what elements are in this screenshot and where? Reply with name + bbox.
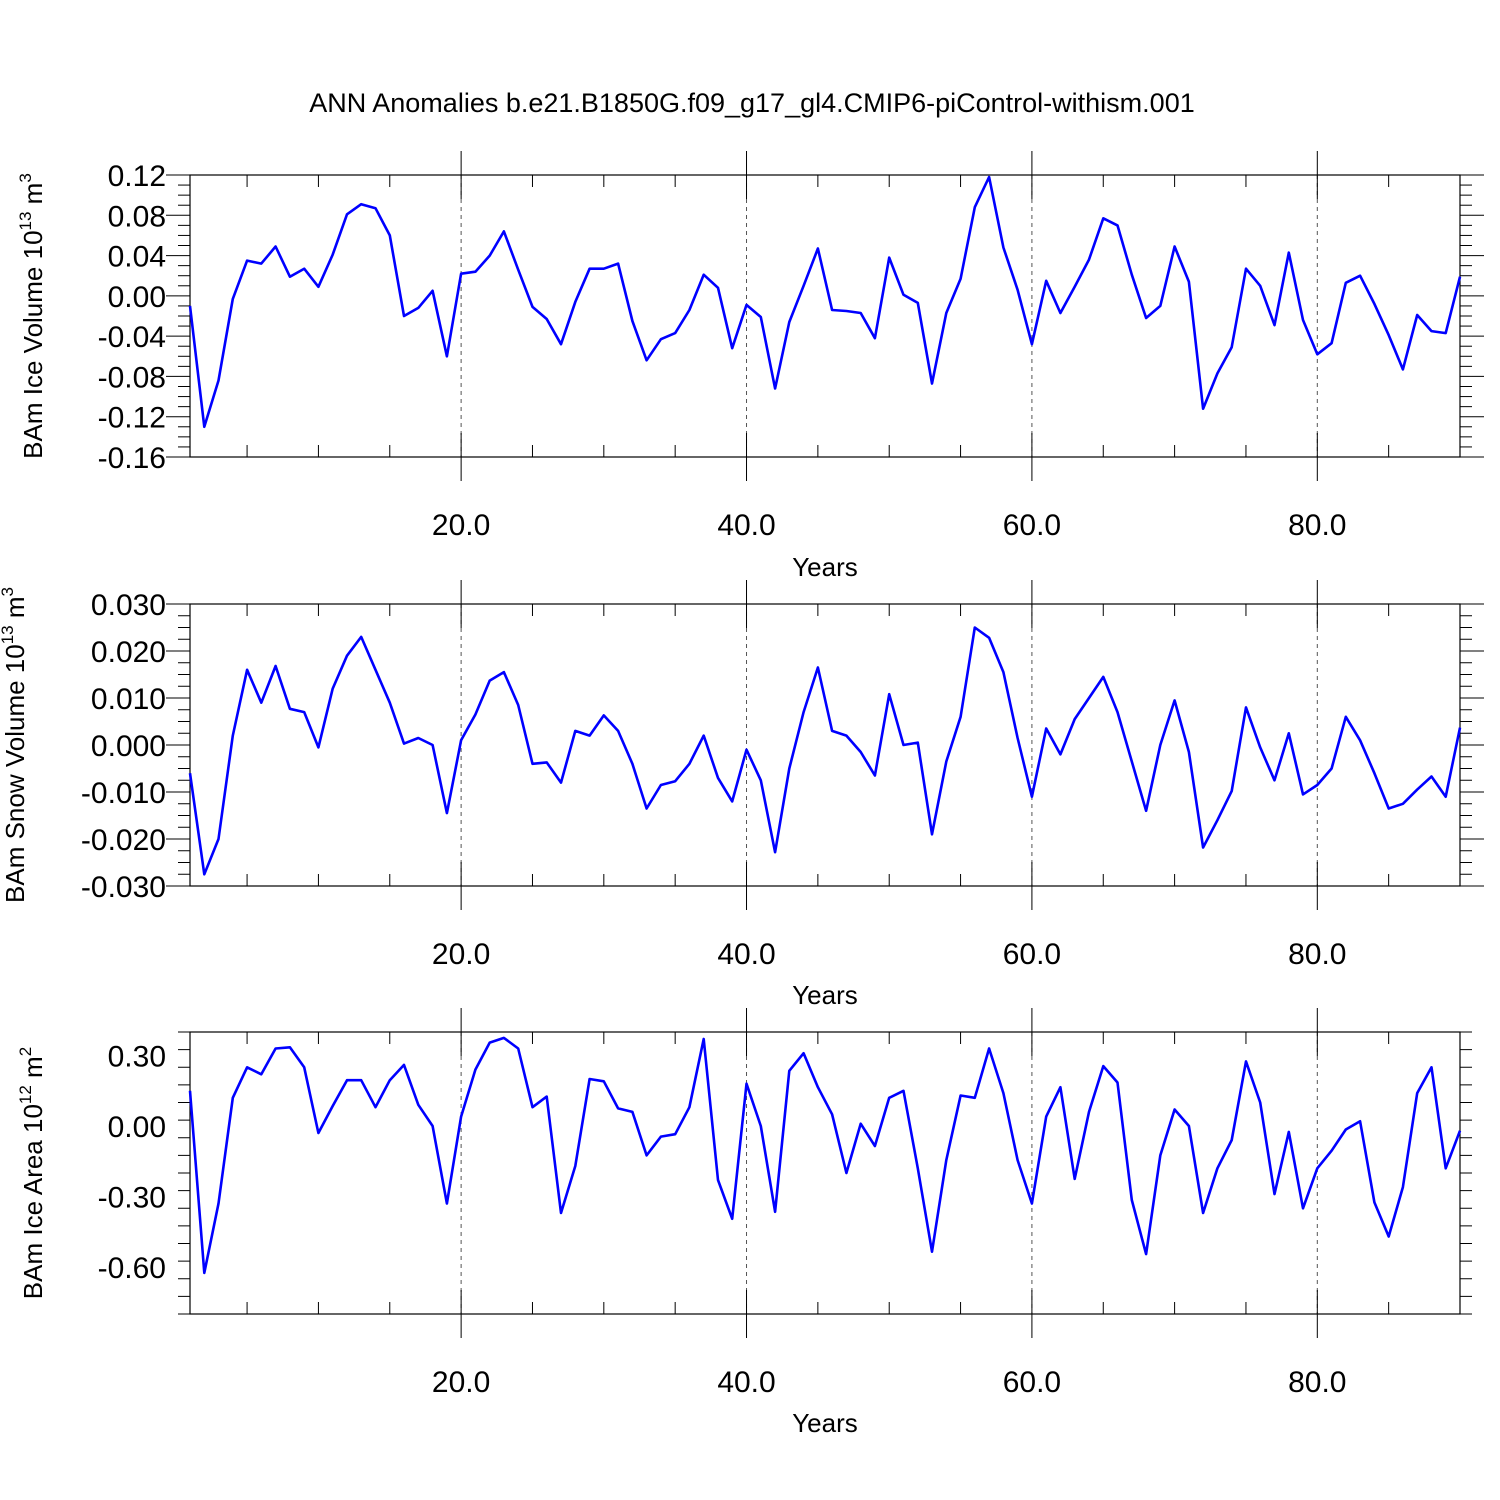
y-tick-label: 0.000 [91,730,166,763]
y-tick-label: -0.08 [98,361,166,394]
ylabel-exp: 13 [0,625,17,644]
plot-frame [189,1031,1461,1315]
y-tick-label: -0.60 [98,1252,166,1285]
x-tick-label: 60.0 [1003,938,1061,971]
y-tick-label: 0.030 [91,589,166,622]
series-line [188,175,1462,429]
y-tick-label: -0.12 [98,402,166,435]
y-tick-label: 0.04 [108,241,166,274]
xlabel-snow-volume: Years [792,980,858,1010]
x-tick-label: 40.0 [717,1366,775,1399]
panel-snow-volume: BAm Snow Volume 1013 m3 Years 20.0 40.0 60… [0,580,1484,1010]
series-line [188,626,1462,876]
figure-title: ANN Anomalies b.e21.B1850G.f09_g17_gl4.C… [309,88,1194,118]
y-tick-label: 0.010 [91,683,166,716]
ylabel-ice-volume: BAm Ice Volume 1013 m3 [16,173,48,459]
y-tick-label: 0.08 [108,200,166,233]
y-tick-label: -0.020 [81,824,166,857]
ylabel-exp: 12 [16,1085,35,1104]
x-tick-label: 20.0 [432,509,490,542]
ylabel-main: BAm Ice Volume 10 [18,230,48,458]
x-tick-label: 20.0 [432,1366,490,1399]
plot-frame [189,603,1461,887]
ylabel-unit: m [0,596,30,625]
y-tick-label: 0.020 [91,636,166,669]
y-tick-label: -0.030 [81,871,166,904]
x-tick-label: 20.0 [432,938,490,971]
y-tick-label: 0.00 [108,1111,166,1144]
x-tick-label: 80.0 [1288,509,1346,542]
y-tick-label: 0.12 [108,160,166,193]
y-tick-label: -0.30 [98,1182,166,1215]
ylabel-unit: m [18,1056,48,1085]
x-tick-label: 80.0 [1288,1366,1346,1399]
y-tick-label: -0.04 [98,321,166,354]
ylabel-unit-exp: 2 [16,1047,35,1056]
ylabel-snow-volume: BAm Snow Volume 1013 m3 [0,587,30,903]
y-tick-label: -0.010 [81,777,166,810]
y-tick-label: 0.30 [108,1041,166,1074]
xlabel-ice-volume: Years [792,552,858,582]
x-tick-label: 40.0 [717,938,775,971]
x-tick-label: 80.0 [1288,938,1346,971]
y-tick-label: 0.00 [108,281,166,314]
ylabel-ice-area: BAm Ice Area 1012 m2 [16,1047,48,1299]
ylabel-main: BAm Ice Area 10 [18,1104,48,1299]
panel-ice-area: BAm Ice Area 1012 m2 Years 20.0 40.0 60.0 8… [16,1008,1472,1438]
ylabel-main: BAm Snow Volume 10 [0,644,30,903]
ylabel-unit-exp: 3 [0,587,17,596]
ylabel-exp: 13 [16,212,35,231]
ylabel-unit-exp: 3 [16,173,35,182]
xlabel-ice-area: Years [792,1408,858,1438]
panel-ice-volume: BAm Ice Volume 1013 m3 Years 20.0 40.0 60.… [16,151,1484,582]
series-line [188,1036,1462,1275]
ylabel-unit: m [18,183,48,212]
x-tick-label: 60.0 [1003,509,1061,542]
y-tick-label: -0.16 [98,442,166,475]
x-tick-label: 40.0 [717,509,775,542]
x-tick-label: 60.0 [1003,1366,1061,1399]
